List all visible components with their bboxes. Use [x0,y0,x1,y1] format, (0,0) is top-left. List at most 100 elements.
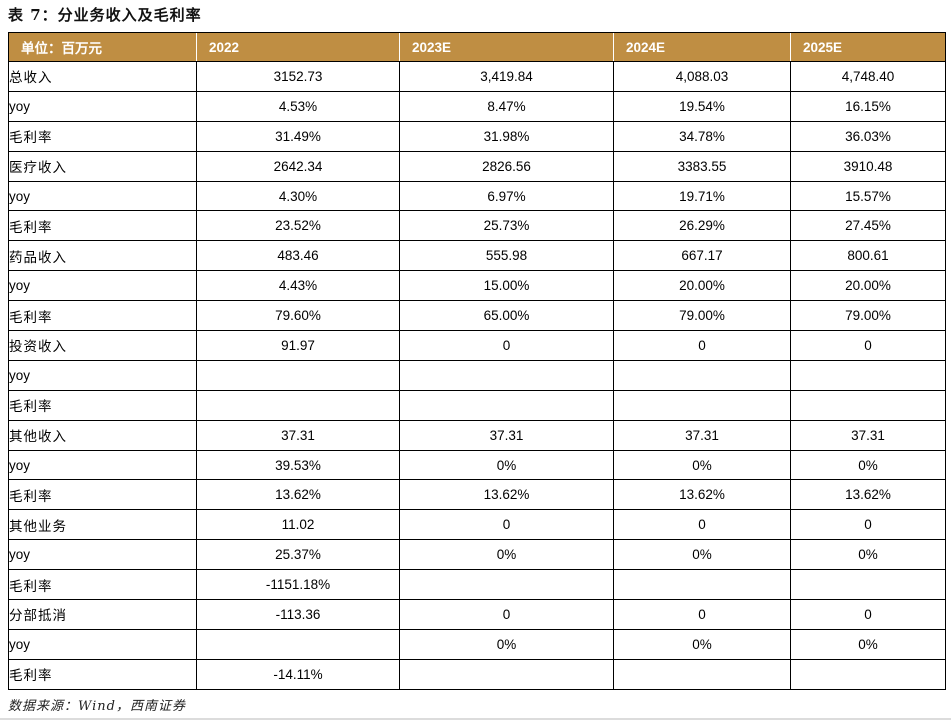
value-cell: 37.31 [613,419,791,451]
value-cell: 6.97% [399,180,614,212]
value-cell: 0 [790,330,946,361]
row-label: 投资收入 [8,330,197,361]
value-cell: 3152.73 [196,61,400,92]
value-cell: 0% [399,449,614,481]
value-cell: 3,419.84 [399,61,614,92]
value-cell: 0 [613,509,791,541]
value-cell: 0% [613,628,791,660]
table-row: 其他收入 37.31 37.31 37.31 37.31 [8,419,946,451]
value-cell: 4.43% [196,270,400,302]
value-cell: 0% [790,449,946,481]
value-cell: 15.00% [399,270,614,302]
value-cell: 0% [790,628,946,660]
value-cell: 79.60% [196,300,400,332]
row-label: yoy [8,449,197,481]
value-cell: 0% [790,539,946,571]
value-cell [790,658,946,690]
table-row: yoy 4.53% 8.47% 19.54% 16.15% [8,90,946,122]
value-cell: 23.52% [196,210,400,242]
value-cell [399,359,614,391]
table-row: yoy 0% 0% 0% [8,628,946,660]
value-cell: 36.03% [790,120,946,152]
value-cell [613,658,791,690]
value-cell [399,569,614,601]
value-cell: 20.00% [790,270,946,302]
value-cell: 13.62% [196,479,400,511]
row-label: 毛利率 [8,389,197,421]
row-label: yoy [8,270,197,302]
value-cell [790,359,946,391]
value-cell: 555.98 [399,240,614,272]
value-cell: 65.00% [399,300,614,332]
row-label: 毛利率 [8,479,197,511]
column-header-2025e: 2025E [790,32,946,62]
table-row: 投资收入 91.97 0 0 0 [8,330,946,361]
value-cell: 4,088.03 [613,61,791,92]
value-cell: 2642.34 [196,150,400,182]
data-source-note: 数据来源：Wind，西南证券 [8,699,186,714]
segment-revenue-table: 单位：百万元 2022 2023E 2024E 2025E 总收入 3152.73… [8,32,946,690]
table-row: yoy 25.37% 0% 0% 0% [8,539,946,571]
value-cell: 19.54% [613,90,791,122]
table-row: yoy 4.43% 15.00% 20.00% 20.00% [8,270,946,302]
value-cell [790,569,946,601]
table-row: yoy [8,359,946,391]
row-label: 毛利率 [8,210,197,242]
value-cell: 8.47% [399,90,614,122]
value-cell: 25.73% [399,210,614,242]
row-label: 总收入 [8,61,197,92]
value-cell: -113.36 [196,599,400,630]
value-cell [196,359,400,391]
value-cell: 3910.48 [790,150,946,182]
table-row: 毛利率 23.52% 25.73% 26.29% 27.45% [8,210,946,242]
value-cell: 4.53% [196,90,400,122]
table-row: 毛利率 -1151.18% [8,569,946,601]
value-cell: 25.37% [196,539,400,571]
value-cell: 4.30% [196,180,400,212]
value-cell [613,389,791,421]
value-cell: 27.45% [790,210,946,242]
value-cell: 31.98% [399,120,614,152]
table-row: 毛利率 79.60% 65.00% 79.00% 79.00% [8,300,946,332]
row-label: yoy [8,539,197,571]
value-cell: 79.00% [613,300,791,332]
value-cell: 34.78% [613,120,791,152]
row-label: 毛利率 [8,569,197,601]
value-cell: 0 [399,599,614,630]
row-label: yoy [8,628,197,660]
value-cell [613,359,791,391]
value-cell: 13.62% [613,479,791,511]
value-cell: 91.97 [196,330,400,361]
value-cell: 13.62% [790,479,946,511]
row-label: yoy [8,180,197,212]
table-row: 毛利率 -14.11% [8,658,946,690]
value-cell: 26.29% [613,210,791,242]
value-cell: -1151.18% [196,569,400,601]
value-cell [196,389,400,421]
table-header: 单位：百万元 2022 2023E 2024E 2025E [8,32,946,62]
table-row: 医疗收入 2642.34 2826.56 3383.55 3910.48 [8,150,946,182]
value-cell: 31.49% [196,120,400,152]
table-title: 表 7：分业务收入及毛利率 [8,6,202,24]
column-header-2024e: 2024E [613,32,791,62]
value-cell: 20.00% [613,270,791,302]
value-cell: 0% [399,628,614,660]
value-cell [399,658,614,690]
table-row: 毛利率 13.62% 13.62% 13.62% 13.62% [8,479,946,511]
value-cell: 667.17 [613,240,791,272]
value-cell: 37.31 [196,419,400,451]
value-cell: 4,748.40 [790,61,946,92]
table-row: 毛利率 [8,389,946,421]
row-label: yoy [8,359,197,391]
table-row: 毛利率 31.49% 31.98% 34.78% 36.03% [8,120,946,152]
table-header-row: 单位：百万元 2022 2023E 2024E 2025E [8,32,946,62]
value-cell: 0% [613,449,791,481]
row-label: yoy [8,90,197,122]
row-label: 其他业务 [8,509,197,541]
value-cell: 800.61 [790,240,946,272]
table-row: 总收入 3152.73 3,419.84 4,088.03 4,748.40 [8,61,946,92]
value-cell: 79.00% [790,300,946,332]
table-row: 分部抵消 -113.36 0 0 0 [8,599,946,630]
row-label: 毛利率 [8,120,197,152]
